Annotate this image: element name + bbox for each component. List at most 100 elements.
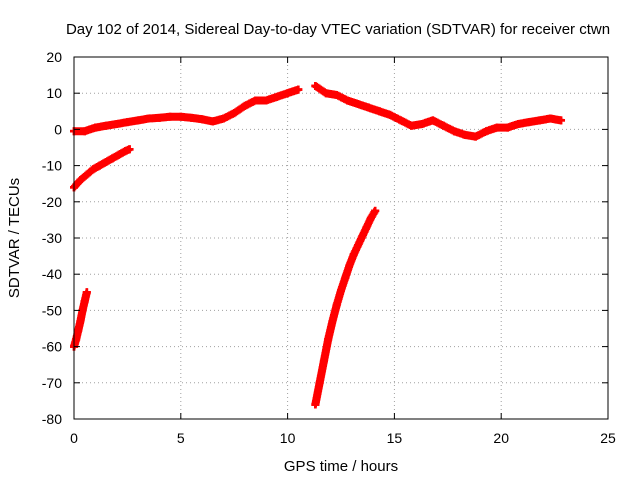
data-point [386, 110, 395, 119]
data-point [112, 119, 121, 128]
data-point [108, 154, 117, 163]
y-tick-label: 10 [46, 85, 62, 101]
data-point [80, 127, 89, 136]
x-tick-label: 25 [600, 430, 616, 446]
series-segment-3 [70, 145, 134, 192]
y-tick-label: -20 [42, 194, 62, 210]
data-point [311, 81, 320, 90]
data-series [70, 81, 566, 409]
data-point [332, 91, 341, 100]
grid [74, 57, 608, 419]
data-point [315, 378, 324, 387]
data-point [324, 335, 333, 344]
x-axis-title: GPS time / hours [284, 458, 398, 475]
data-point [95, 161, 104, 170]
y-tick-label: -30 [42, 230, 62, 246]
data-point [134, 116, 143, 125]
x-tick-label: 5 [177, 430, 185, 446]
data-point [240, 101, 249, 110]
y-tick-label: 20 [46, 49, 62, 65]
data-point [364, 103, 373, 112]
data-point [375, 107, 384, 116]
data-point [123, 118, 132, 127]
data-point [428, 116, 437, 125]
series-baseline-segment-1 [70, 85, 303, 136]
series-segment-5 [311, 206, 380, 409]
data-point [450, 127, 459, 136]
x-tick-label: 0 [70, 430, 78, 446]
data-point [396, 116, 405, 125]
data-point [82, 170, 91, 179]
data-point [345, 261, 354, 270]
y-tick-label: -70 [42, 375, 62, 391]
data-point [208, 117, 217, 126]
y-tick-label: -10 [42, 158, 62, 174]
data-point [503, 123, 512, 132]
data-point [354, 241, 363, 250]
data-point [294, 85, 303, 94]
data-point [114, 150, 123, 159]
x-tick-label: 15 [387, 430, 403, 446]
y-tick-label: -80 [42, 411, 62, 427]
data-point [418, 119, 427, 128]
data-point [102, 157, 111, 166]
data-point [407, 121, 416, 130]
x-tick-label: 10 [280, 430, 296, 446]
data-point [319, 357, 328, 366]
data-point [230, 109, 239, 118]
data-point [219, 114, 228, 123]
data-point [91, 123, 100, 132]
data-point [155, 113, 164, 122]
data-point [125, 145, 134, 154]
data-point [102, 121, 111, 130]
data-point [362, 223, 371, 232]
data-point [76, 176, 85, 185]
data-point [251, 96, 260, 105]
y-axis-title: SDTVAR / TECUs [6, 178, 23, 298]
data-point [354, 100, 363, 109]
data-point [76, 317, 85, 326]
data-point [343, 96, 352, 105]
y-tick-label: 0 [54, 121, 62, 137]
data-point [80, 297, 89, 306]
data-point [176, 112, 185, 121]
data-point [471, 132, 480, 141]
data-point [341, 273, 350, 282]
data-point [460, 130, 469, 139]
data-point [371, 206, 380, 215]
data-point [349, 250, 358, 259]
data-point [82, 288, 91, 297]
data-point [514, 119, 523, 128]
data-point [524, 118, 533, 127]
data-point [535, 116, 544, 125]
data-point [72, 335, 81, 344]
data-point [366, 214, 375, 223]
data-point [272, 92, 281, 101]
y-tick-label: -50 [42, 302, 62, 318]
data-point [262, 96, 271, 105]
data-point [332, 300, 341, 309]
data-point [322, 89, 331, 98]
data-point [89, 165, 98, 174]
data-point [482, 127, 491, 136]
data-point [492, 123, 501, 132]
series-baseline-segment-2 [311, 81, 566, 141]
data-point [546, 114, 555, 123]
data-point [337, 286, 345, 295]
y-tick-label: -60 [42, 339, 62, 355]
data-point [557, 116, 566, 125]
data-point [311, 400, 320, 409]
x-tick-label: 20 [493, 430, 509, 446]
data-point [283, 89, 292, 98]
data-point [187, 113, 196, 122]
data-point [328, 317, 337, 326]
data-point [166, 112, 175, 121]
ticks: 0 5 10 15 20 25 -80 -70 -60 -50 -40 -30 -20 -10 0 10 20 [42, 49, 616, 446]
y-tick-label: -40 [42, 266, 62, 282]
data-point [198, 115, 207, 124]
data-point [358, 232, 367, 241]
data-point [121, 147, 130, 156]
data-point [74, 326, 83, 335]
